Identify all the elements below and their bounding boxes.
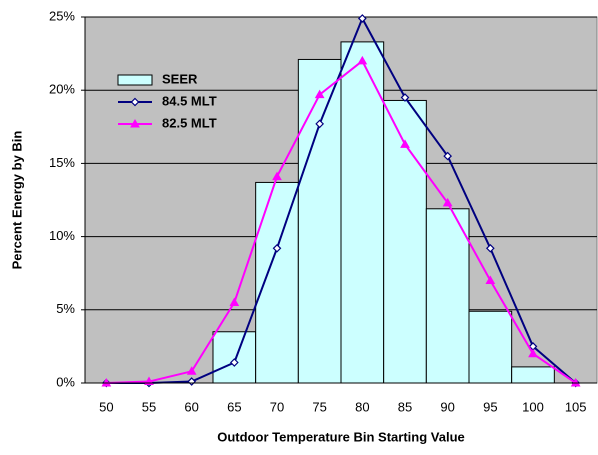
line bbox=[106, 59, 577, 384]
marker bbox=[229, 358, 239, 367]
marker bbox=[400, 139, 410, 148]
bar bbox=[212, 331, 257, 384]
bar bbox=[255, 181, 299, 384]
x-tick-label: 75 bbox=[312, 399, 326, 414]
bar bbox=[425, 208, 470, 384]
line bbox=[106, 16, 577, 384]
marker bbox=[357, 14, 367, 23]
x-tick-label: 90 bbox=[440, 399, 454, 414]
x-tick-label: 105 bbox=[565, 399, 587, 414]
y-tick-label: 5% bbox=[56, 301, 75, 316]
bar bbox=[468, 310, 513, 384]
marker bbox=[272, 243, 282, 253]
marker bbox=[400, 93, 410, 102]
marker bbox=[528, 348, 538, 358]
marker bbox=[229, 297, 240, 306]
marker bbox=[485, 275, 496, 285]
bar bbox=[340, 41, 385, 384]
x-axis-title: Outdoor Temperature Bin Starting Value bbox=[217, 429, 465, 444]
marker bbox=[315, 119, 325, 129]
y-axis-title: Percent Energy by Bin bbox=[9, 131, 24, 270]
legend-swatch bbox=[117, 74, 153, 86]
legend: SEER 84.5 MLT 82.5 MLT bbox=[117, 71, 217, 130]
x-tick-label: 85 bbox=[398, 399, 412, 414]
marker bbox=[485, 243, 495, 253]
x-tick-label: 95 bbox=[483, 399, 497, 414]
x-tick-label: 50 bbox=[99, 399, 113, 414]
x-tick-label: 55 bbox=[142, 399, 156, 414]
marker bbox=[443, 151, 453, 161]
legend-label: 82.5 MLT bbox=[162, 115, 217, 130]
x-tick-label: 65 bbox=[227, 399, 241, 414]
bar bbox=[511, 366, 555, 384]
legend-label: 84.5 MLT bbox=[162, 93, 217, 108]
y-tick-label: 10% bbox=[49, 228, 75, 243]
y-tick-label: 20% bbox=[49, 82, 75, 97]
marker bbox=[186, 366, 197, 375]
marker bbox=[357, 55, 368, 65]
legend-label: SEER bbox=[162, 71, 198, 86]
y-tick-label: 15% bbox=[49, 155, 75, 170]
x-tick-label: 70 bbox=[270, 399, 284, 414]
x-tick-label: 100 bbox=[522, 399, 544, 414]
marker bbox=[314, 89, 325, 99]
marker bbox=[442, 197, 453, 207]
bar bbox=[297, 58, 342, 384]
y-tick-label: 25% bbox=[49, 8, 75, 23]
marker bbox=[130, 118, 140, 128]
x-tick-label: 60 bbox=[184, 399, 198, 414]
marker bbox=[130, 97, 140, 107]
marker bbox=[272, 171, 282, 181]
x-tick-label: 80 bbox=[355, 399, 369, 414]
y-tick-label: 0% bbox=[56, 374, 75, 389]
